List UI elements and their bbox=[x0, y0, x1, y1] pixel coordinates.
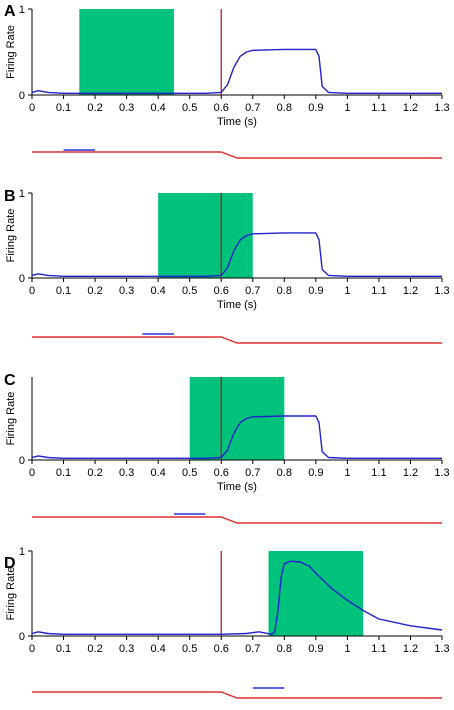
y-tick-label: 1 bbox=[19, 4, 25, 16]
x-tick-label: 0.1 bbox=[56, 643, 71, 655]
x-tick-label: 0.8 bbox=[277, 285, 292, 297]
x-tick-label: 0.3 bbox=[119, 467, 134, 479]
y-tick-label: 1 bbox=[19, 188, 25, 200]
x-tick-label: 0.4 bbox=[151, 285, 166, 297]
x-tick-label: 0.8 bbox=[277, 102, 292, 114]
x-tick-label: 0.6 bbox=[214, 467, 229, 479]
x-tick-label: 0.3 bbox=[119, 285, 134, 297]
y-tick-label: 0 bbox=[19, 273, 25, 285]
y-tick-label: 1 bbox=[19, 546, 25, 558]
signal-trace bbox=[32, 691, 442, 699]
x-tick-label: 0.9 bbox=[308, 643, 323, 655]
signal-trace bbox=[32, 151, 442, 159]
x-tick-label: 0.6 bbox=[214, 643, 229, 655]
stimulus-window bbox=[79, 9, 174, 95]
x-tick-label: 0.5 bbox=[182, 467, 197, 479]
x-tick-label: 1.2 bbox=[403, 285, 418, 297]
x-tick-label: 1.1 bbox=[371, 467, 386, 479]
x-tick-label: 0.2 bbox=[87, 643, 102, 655]
x-axis-label: Time (s) bbox=[217, 481, 257, 493]
x-tick-label: 1 bbox=[344, 102, 350, 114]
x-tick-label: 1.3 bbox=[434, 285, 449, 297]
panel-letter: A bbox=[4, 3, 16, 20]
x-tick-label: 1.2 bbox=[403, 102, 418, 114]
x-tick-label: 0.6 bbox=[214, 102, 229, 114]
x-tick-label: 0.9 bbox=[308, 467, 323, 479]
x-tick-label: 1 bbox=[344, 467, 350, 479]
panel-letter: C bbox=[4, 372, 16, 389]
signal-trace bbox=[32, 516, 442, 524]
y-tick-label: 0 bbox=[19, 455, 25, 467]
y-axis-label: Firing Rate bbox=[5, 392, 17, 446]
y-axis-label: Firing Rate bbox=[5, 567, 17, 621]
y-tick-label: 0 bbox=[19, 90, 25, 102]
x-tick-label: 0.2 bbox=[87, 102, 102, 114]
x-axis-label: Time (s) bbox=[217, 116, 257, 128]
x-tick-label: 0 bbox=[29, 467, 35, 479]
panel-letter: D bbox=[4, 555, 16, 572]
x-tick-label: 0.6 bbox=[214, 285, 229, 297]
x-tick-label: 0 bbox=[29, 102, 35, 114]
x-tick-label: 0.8 bbox=[277, 467, 292, 479]
x-axis-label: Time (s) bbox=[217, 299, 257, 311]
x-tick-label: 1 bbox=[344, 643, 350, 655]
x-tick-label: 0.1 bbox=[56, 467, 71, 479]
stimulus-window bbox=[189, 377, 285, 460]
y-axis-label: Firing Rate bbox=[5, 25, 17, 79]
x-tick-label: 0.7 bbox=[245, 102, 260, 114]
x-tick-label: 0.5 bbox=[182, 285, 197, 297]
panel-letter: B bbox=[4, 188, 16, 205]
x-tick-label: 0.5 bbox=[182, 643, 197, 655]
x-tick-label: 1.3 bbox=[434, 467, 449, 479]
x-tick-label: 1.2 bbox=[403, 643, 418, 655]
x-tick-label: 0.2 bbox=[87, 285, 102, 297]
x-tick-label: 0.3 bbox=[119, 102, 134, 114]
y-tick-label: 0 bbox=[19, 631, 25, 643]
x-tick-label: 0.5 bbox=[182, 102, 197, 114]
x-tick-label: 0 bbox=[29, 643, 35, 655]
response-curve bbox=[31, 560, 443, 635]
x-tick-label: 1.1 bbox=[371, 643, 386, 655]
response-curve bbox=[31, 232, 442, 277]
x-tick-label: 0.3 bbox=[119, 643, 134, 655]
x-tick-label: 0.4 bbox=[151, 102, 166, 114]
y-axis-label: Firing Rate bbox=[5, 209, 17, 263]
x-tick-label: 1.1 bbox=[371, 102, 386, 114]
x-tick-label: 1 bbox=[344, 285, 350, 297]
x-tick-label: 1.2 bbox=[403, 467, 418, 479]
x-tick-label: 0.4 bbox=[151, 467, 166, 479]
x-tick-label: 0.7 bbox=[245, 467, 260, 479]
x-tick-label: 1.3 bbox=[434, 643, 449, 655]
stimulus-window bbox=[268, 551, 364, 636]
x-tick-label: 0.1 bbox=[56, 285, 71, 297]
x-tick-label: 0.7 bbox=[245, 285, 260, 297]
x-tick-label: 0.9 bbox=[308, 285, 323, 297]
x-tick-label: 0.8 bbox=[277, 643, 292, 655]
x-tick-label: 1.1 bbox=[371, 285, 386, 297]
x-tick-label: 0.9 bbox=[308, 102, 323, 114]
response-curve bbox=[31, 48, 442, 94]
x-tick-label: 0 bbox=[29, 285, 35, 297]
signal-trace bbox=[32, 336, 442, 344]
x-tick-label: 0.7 bbox=[245, 643, 260, 655]
stimulus-window bbox=[158, 193, 253, 278]
response-curve bbox=[31, 415, 442, 459]
x-tick-label: 0.1 bbox=[56, 102, 71, 114]
x-tick-label: 1.3 bbox=[434, 102, 449, 114]
x-tick-label: 0.2 bbox=[87, 467, 102, 479]
x-tick-label: 0.4 bbox=[151, 643, 166, 655]
